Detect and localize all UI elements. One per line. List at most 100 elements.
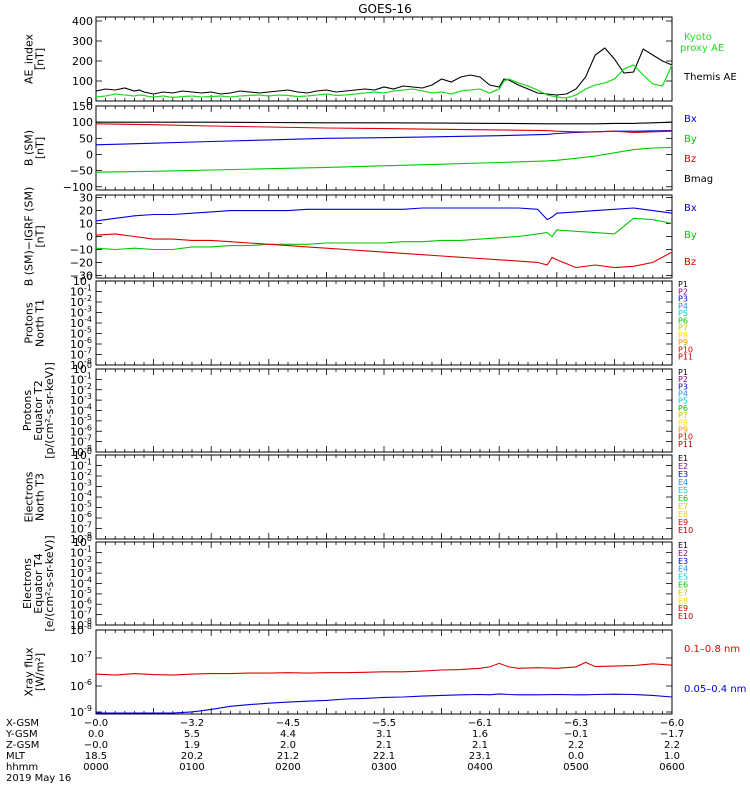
- b-ytick-label: 150: [72, 100, 93, 113]
- p_north-ytick-label: 10-5: [70, 326, 92, 341]
- footer-cell: 0600: [659, 762, 684, 773]
- db-ylabel: [nT]: [34, 225, 47, 247]
- footer-cell: −0.0: [84, 718, 108, 729]
- footer-cell: −4.5: [276, 718, 300, 729]
- e_eq-channel-9: E10: [678, 612, 693, 621]
- footer-cell: 5.5: [184, 729, 200, 740]
- e_north-ytick-label: 10-7: [70, 521, 92, 536]
- e_eq-ylabel: [e/(cm²-s-sr-keV)]: [43, 535, 56, 631]
- e_eq-channel-8: E9: [678, 604, 688, 613]
- p_eq-channel-0: P1: [678, 368, 688, 377]
- ae-legend-kyoto: Kyoto: [684, 32, 712, 43]
- footer-cell: 4.4: [280, 729, 296, 740]
- p_eq-channel-7: P8: [678, 418, 688, 427]
- footer-cell: 2.2: [664, 740, 680, 751]
- b-series-Bx: [95, 130, 673, 146]
- e_north-channel-2: E3: [678, 470, 688, 479]
- p_north-channel-9: P10: [678, 345, 693, 354]
- b-ytick-label: −50: [70, 165, 93, 178]
- footer-cell: 1.9: [184, 740, 200, 751]
- footer-cell: 0000: [83, 762, 108, 773]
- e_north-channel-0: E1: [678, 454, 688, 463]
- footer-cell: 0500: [563, 762, 588, 773]
- e_north-ylabel: Electrons: [23, 471, 36, 522]
- e_north-ytick-label: 100: [73, 447, 92, 462]
- p_north-ytick-label: 10-2: [70, 294, 92, 309]
- footer-cell: −0.1: [564, 729, 588, 740]
- ae-ytick-label: 400: [72, 15, 93, 28]
- footer-cell: 0.0: [568, 751, 584, 762]
- footer-cell: −1.7: [660, 729, 684, 740]
- p_eq-ytick-label: 10-6: [70, 423, 92, 438]
- e_eq-ytick-label: 10-5: [70, 586, 92, 601]
- p_north-channel-7: P8: [678, 331, 688, 340]
- ae-ytick-label: 300: [72, 35, 93, 48]
- footer-row-label: Z-GSM: [6, 740, 39, 751]
- p_eq-ytick-label: 10-4: [70, 403, 92, 418]
- p_north-channel-5: P6: [678, 316, 688, 325]
- ae-series-2: [95, 64, 673, 99]
- xray-ylabel: Xray flux: [23, 647, 36, 697]
- footer-cell: 21.2: [277, 751, 299, 762]
- ae-ylabel: [nT]: [34, 48, 47, 70]
- xray-legend-short: 0.05–0.4 nm: [684, 684, 746, 695]
- e_eq-channel-7: E8: [678, 596, 688, 605]
- db-legend-1: By: [684, 230, 697, 241]
- db-ytick-label: −10: [70, 243, 93, 256]
- db-series-Bx: [95, 207, 673, 222]
- p_north-ytick-label: 10-3: [70, 305, 92, 320]
- footer-cell: 2.1: [472, 740, 488, 751]
- e_north-channel-1: E2: [678, 462, 688, 471]
- ae-ytick-label: 200: [72, 55, 93, 68]
- e_north-channel-5: E6: [678, 494, 688, 503]
- footer-cell: 22.1: [373, 751, 395, 762]
- xray-legend-long: 0.1–0.8 nm: [684, 644, 740, 655]
- footer-cell: 18.5: [85, 751, 107, 762]
- e_eq-ytick-label: 10-1: [70, 544, 92, 559]
- footer-row-label: Y-GSM: [5, 729, 38, 740]
- p_eq-ytick-label: 10-1: [70, 371, 92, 386]
- p_eq-ytick-label: 10-5: [70, 413, 92, 428]
- p_north-channel-6: P7: [678, 324, 688, 333]
- footer-row-label: MLT: [6, 751, 26, 762]
- e_eq-ytick-label: 10-2: [70, 555, 92, 570]
- e_north-channel-4: E5: [678, 486, 688, 495]
- p_eq-channel-6: P7: [678, 411, 688, 420]
- e_eq-ylabel: Electrons: [21, 558, 34, 609]
- p_north-channel-4: P5: [678, 309, 688, 318]
- e_north-frame: [95, 454, 673, 540]
- b-ytick-label: −100: [63, 181, 93, 194]
- db-frame: [95, 194, 673, 279]
- ae-ylabel: AE_index: [23, 33, 36, 84]
- p_eq-ytick-label: 10-7: [70, 434, 92, 449]
- p_eq-channel-1: P2: [678, 375, 688, 384]
- e_eq-channel-2: E3: [678, 557, 688, 566]
- footer-row-label: 2019 May 16: [6, 773, 71, 784]
- p_north-channel-2: P3: [678, 295, 688, 304]
- db-legend-2: Bz: [684, 257, 696, 268]
- xray-ylabel: [W/m²]: [34, 653, 47, 691]
- db-series-Bz: [95, 233, 673, 269]
- e_eq-channel-4: E5: [678, 573, 688, 582]
- db-ytick-label: 20: [79, 205, 93, 218]
- e_eq-channel-6: E7: [678, 588, 688, 597]
- xray-ytick-label: 10-7: [70, 650, 92, 665]
- e_north-channel-7: E8: [678, 510, 688, 519]
- e_north-ytick-label: 10-2: [70, 468, 92, 483]
- b-ylabel: [nT]: [34, 137, 47, 159]
- footer-cell: 2.1: [376, 740, 392, 751]
- p_north-channel-3: P4: [678, 302, 688, 311]
- b-ytick-label: 0: [86, 148, 93, 161]
- footer-cell: 0100: [179, 762, 204, 773]
- p_north-channel-8: P9: [678, 338, 688, 347]
- footer-cell: −6.1: [468, 718, 492, 729]
- ae-series-1: [95, 47, 673, 96]
- db-legend-0: Bx: [684, 203, 697, 214]
- b-frame: [95, 105, 673, 191]
- footer-cell: 2.2: [568, 740, 584, 751]
- xray-series-long: [95, 661, 673, 676]
- p_north-ytick-label: 100: [73, 273, 92, 288]
- db-series-By: [95, 217, 673, 251]
